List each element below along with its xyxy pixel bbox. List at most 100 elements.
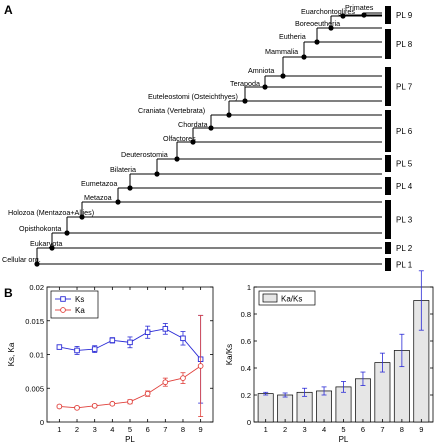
ka-point [162, 379, 169, 386]
ka-point [56, 403, 63, 410]
pl-bar [385, 29, 391, 59]
x-tick-label: 2 [283, 425, 287, 434]
ks-point [144, 329, 151, 335]
y-tick-label: 0 [40, 418, 44, 427]
y-tick-label: 0.005 [25, 384, 44, 393]
x-tick-label: 1 [264, 425, 268, 434]
pl-label: PL 7 [396, 83, 413, 92]
x-tick-label: 8 [400, 425, 404, 434]
ks-point [127, 339, 133, 346]
ka-ks-bar-chart: 0 0.2 0.4 0.6 0.8 1 1 2 3 4 5 6 7 8 9 PL Ka/Ks Ka/Ks [225, 270, 434, 444]
node-label: Deuterostomia [121, 150, 168, 159]
ks-point [74, 347, 80, 354]
x-tick-label: 3 [303, 425, 307, 434]
pl-label: PL 5 [396, 160, 413, 169]
legend-swatch [262, 293, 278, 303]
node-label: Terapoda [230, 79, 260, 88]
tree-node [34, 261, 40, 267]
ka-point [109, 400, 116, 407]
ks-point [109, 337, 116, 344]
ka-ks-bar [296, 391, 313, 423]
pl-bar [385, 177, 391, 195]
pl-bar [385, 67, 391, 106]
node-label: Mammalia [265, 47, 298, 56]
ka-point [91, 402, 98, 409]
node-label: Amniota [248, 66, 274, 75]
pl-label: PL 1 [396, 261, 413, 270]
y-tick-label: 0.8 [241, 310, 251, 319]
x-tick-label: 8 [181, 425, 185, 434]
ks-point [91, 346, 98, 352]
ks-ka-line-chart: 0 0.005 0.01 0.015 0.02 1 2 3 4 5 6 7 8 9 PL Ks, Ka Ks Ka [7, 283, 214, 444]
x-tick-label: 5 [128, 425, 132, 434]
x-axis-label: PL [339, 435, 349, 444]
pl-label: PL 3 [396, 216, 413, 225]
y-axis-label: Ka/Ks [225, 344, 234, 365]
node-label: Olfactores [163, 134, 196, 143]
pl-label: PL 9 [396, 11, 413, 20]
pl-bar [385, 200, 391, 239]
pl-bar [385, 242, 391, 254]
pl-bars: PL 9 PL 8 PL 7 PL 6 PL 5 PL 4 PL 3 PL 2 PL 1 [385, 6, 413, 271]
y-tick-label: 0.6 [241, 337, 251, 346]
panel-a-label: A [4, 3, 13, 17]
node-label: Craniata (Vertebrata) [138, 106, 205, 115]
ka-point [197, 363, 204, 369]
ka-point [144, 390, 151, 397]
pl-bar [385, 110, 391, 152]
y-tick-label: 0.02 [29, 283, 44, 292]
ka-ks-bar [316, 390, 332, 423]
x-tick-label: 9 [199, 425, 203, 434]
phylogeny-branches [34, 12, 382, 267]
node-label: Eumetazoa [81, 179, 117, 188]
pl-label: PL 4 [396, 182, 413, 191]
x-tick-label: 2 [75, 425, 79, 434]
ka-point [127, 398, 133, 405]
node-label: Euteleostomi (Osteichthyes) [148, 92, 238, 101]
node-label: Chordata [178, 120, 208, 129]
pl-bar [385, 155, 391, 172]
legend-label: Ks [75, 295, 84, 304]
legend-box [50, 290, 99, 319]
x-tick-label: 6 [361, 425, 365, 434]
node-label: Holozoa (Mentazoa+Allies) [8, 208, 94, 217]
ks-point [180, 335, 186, 342]
pl-label: PL 2 [396, 244, 413, 253]
node-label: Bilateria [110, 165, 136, 174]
ks-point [162, 326, 169, 332]
node-label: Eukaryota [30, 239, 62, 248]
node-label: Boreoeutheria [295, 19, 340, 28]
node-label: Opisthokonta [19, 224, 61, 233]
panel-b: B 0 0.005 0.01 0.015 0.02 1 2 3 4 5 6 7 8 9 PL Ks, Ka Ks… [4, 270, 434, 444]
x-tick-label: 6 [146, 425, 150, 434]
y-tick-label: 0.01 [29, 351, 44, 360]
ka-ks-bar [277, 394, 294, 423]
x-tick-label: 9 [419, 425, 423, 434]
y-tick-label: 0.2 [241, 391, 251, 400]
pl-bar [385, 258, 391, 271]
node-label: Metazoa [84, 193, 112, 202]
y-tick-label: 0.4 [241, 364, 251, 373]
x-tick-label: 7 [163, 425, 167, 434]
legend-label: Ka/Ks [281, 295, 302, 304]
x-tick-label: 5 [341, 425, 345, 434]
y-tick-label: 1 [247, 283, 251, 292]
legend-marker [60, 296, 66, 302]
x-tick-label: 3 [93, 425, 97, 434]
node-label: Euarchontoglires [301, 7, 355, 16]
ka-point [74, 404, 80, 411]
y-axis-label: Ks, Ka [7, 342, 16, 366]
pl-label: PL 6 [396, 127, 413, 136]
panel-b-label: B [4, 286, 13, 300]
node-label: Eutheria [279, 32, 306, 41]
node-label: Primates [345, 3, 374, 12]
legend-marker [60, 307, 66, 313]
x-tick-label: 4 [110, 425, 114, 434]
y-tick-label: 0 [247, 418, 251, 427]
y-tick-label: 0.015 [25, 317, 44, 326]
x-axis-label: PL [125, 435, 135, 444]
x-tick-label: 4 [322, 425, 326, 434]
